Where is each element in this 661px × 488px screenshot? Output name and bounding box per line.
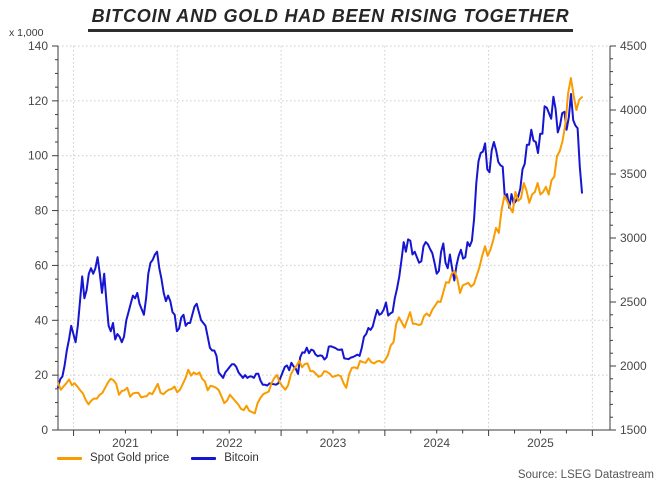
- left-axis-tick-label: 120: [28, 94, 48, 108]
- axis-ticks: [52, 45, 616, 436]
- axes: [57, 46, 611, 431]
- right-axis-tick-label: 3500: [620, 167, 647, 181]
- gridlines: [58, 45, 610, 430]
- left-axis-tick-label: 80: [35, 204, 49, 218]
- x-axis-year-label: 2024: [423, 436, 450, 450]
- left-axis-tick-label: 0: [41, 423, 48, 437]
- x-axis-year-label: 2021: [112, 436, 139, 450]
- legend-item-bitcoin: Bitcoin: [191, 452, 259, 464]
- right-axis-tick-label: 3000: [620, 231, 647, 245]
- x-axis-year-label: 2022: [216, 436, 243, 450]
- chart-title-wrap: BITCOIN AND GOLD HAD BEEN RISING TOGETHE…: [0, 6, 661, 32]
- right-axis-tick-label: 1500: [620, 423, 647, 437]
- gold-legend-label: Spot Gold price: [90, 452, 170, 464]
- left-axis-tick-label: 40: [35, 313, 49, 327]
- left-axis-unit-label: x 1,000: [9, 27, 44, 39]
- x-axis-year-label: 2023: [320, 436, 347, 450]
- right-axis-tick-label: 4000: [620, 103, 647, 117]
- bitcoin-line: [57, 93, 583, 389]
- right-axis-tick-label: 2000: [620, 359, 647, 373]
- left-axis-tick-label: 140: [28, 39, 48, 53]
- x-axis-year-label: 2025: [527, 436, 554, 450]
- bitcoin-line-swatch-icon: [191, 456, 217, 460]
- gold-line-swatch-icon: [57, 456, 82, 460]
- right-axis-tick-label: 2500: [620, 295, 647, 309]
- bitcoin-legend-label: Bitcoin: [224, 452, 259, 464]
- left-axis-tick-label: 100: [28, 149, 48, 163]
- chart-title: BITCOIN AND GOLD HAD BEEN RISING TOGETHE…: [87, 6, 574, 32]
- legend-item-gold: Spot Gold price: [57, 452, 169, 464]
- axis-labels: 0 20 40 60 80 100 120 140 1500 2000 2500 3000 3500 40…: [28, 39, 647, 450]
- source-attribution: Source: LSEG Datastream: [517, 469, 654, 481]
- gold-line: [57, 77, 583, 415]
- chart-legend: Spot Gold price Bitcoin: [57, 452, 259, 464]
- left-axis-tick-label: 60: [35, 258, 49, 272]
- left-axis-tick-label: 20: [35, 368, 49, 382]
- right-axis-tick-label: 4500: [620, 39, 647, 53]
